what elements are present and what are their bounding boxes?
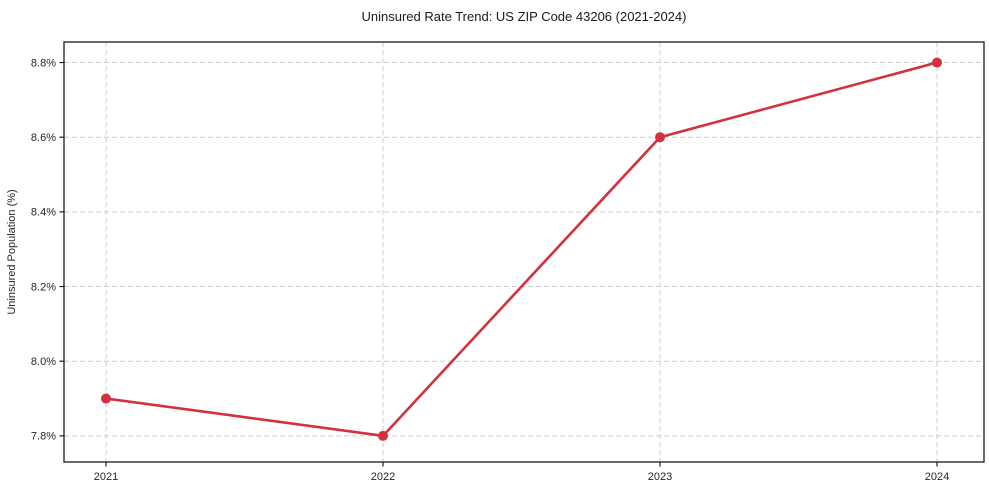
y-tick-label: 7.8% — [31, 431, 56, 443]
gridlines — [64, 42, 984, 462]
plot-border-layer — [63, 41, 985, 463]
x-tick-label: 2021 — [94, 471, 118, 483]
data-point — [932, 57, 942, 68]
data-point — [378, 430, 388, 441]
x-tick-label: 2023 — [648, 471, 672, 483]
axis-ticks — [59, 61, 938, 467]
plot-border — [63, 41, 985, 463]
y-tick-label: 8.8% — [31, 57, 56, 69]
x-tick-label: 2024 — [925, 471, 949, 483]
tick-labels: 2021 2022 2023 2024 7.8% 8.0% 8.2% 8.4% 8.6% 8.8% — [31, 57, 949, 483]
y-tick-label: 8.2% — [31, 281, 56, 293]
chart-title: Uninsured Rate Trend: US ZIP Code 43206 … — [362, 9, 687, 24]
y-tick-label: 8.4% — [31, 207, 56, 219]
y-tick-label: 8.0% — [31, 356, 56, 368]
data-point — [655, 132, 665, 143]
y-tick-label: 8.6% — [31, 132, 56, 144]
data-point — [101, 393, 111, 404]
trend-line — [104, 61, 939, 438]
y-axis-label: Uninsured Population (%) — [6, 189, 18, 314]
series-layer — [101, 57, 942, 441]
x-tick-label: 2022 — [371, 471, 395, 483]
